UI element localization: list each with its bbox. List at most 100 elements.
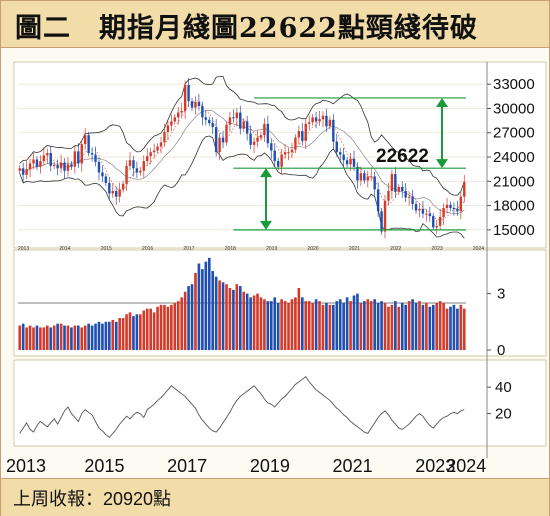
volume-bar [228, 287, 232, 350]
volume-bar [183, 291, 187, 350]
oscillator-panel [13, 359, 547, 447]
volume-bar [394, 301, 397, 350]
small-year-label: 2019 [266, 246, 277, 252]
volume-bar [70, 327, 73, 350]
candle-body [414, 203, 418, 211]
candle-body [180, 110, 183, 113]
volume-bar [435, 303, 439, 350]
small-year-label: 2013 [18, 246, 29, 252]
upper-range-arrow-head-up [436, 97, 448, 107]
price-tick-label: 18000 [493, 198, 535, 215]
oscillator-line [19, 375, 465, 439]
candle-body [380, 211, 383, 232]
price-tick-label: 24000 [493, 149, 535, 166]
candle-body [418, 208, 421, 211]
candle-body [135, 168, 139, 173]
candle-body [345, 160, 349, 165]
candle-body [197, 101, 201, 107]
volume-bar [338, 299, 342, 350]
upper-range-arrow-head-down [436, 159, 448, 169]
candle-body [438, 216, 442, 226]
volume-bar [387, 306, 390, 350]
lower-range-arrow-head-down [260, 220, 272, 230]
volume-bar [235, 284, 239, 350]
volume-bar [125, 314, 128, 350]
volume-bar [318, 301, 321, 350]
volume-bar [73, 325, 77, 350]
volume-bar [90, 325, 94, 350]
candle-body [218, 137, 221, 153]
candle-body [401, 186, 404, 192]
candle-body [42, 155, 46, 162]
candle-body [139, 170, 142, 173]
small-year-label: 2021 [349, 246, 360, 252]
price-tick-label: 15000 [493, 222, 535, 239]
volume-bar [442, 303, 445, 350]
small-year-label: 2015 [101, 246, 112, 252]
candle-body [311, 117, 314, 123]
volume-bar [263, 299, 266, 350]
candle-body [280, 154, 283, 167]
candle-body [73, 151, 77, 167]
volume-bar [400, 303, 404, 350]
candle-body [245, 121, 249, 134]
small-year-label: 2016 [142, 246, 153, 252]
candle-body [449, 204, 452, 209]
candle-body [366, 176, 369, 181]
candle-body [349, 158, 352, 165]
volume-bar [173, 303, 177, 350]
candle-body [142, 161, 145, 171]
candle-body [211, 123, 214, 128]
volume-bar [342, 303, 345, 350]
volume-bar [452, 304, 456, 350]
volume-bar [242, 291, 246, 350]
small-year-label: 2017 [183, 246, 194, 252]
candle-body [459, 196, 463, 212]
candle-body [77, 151, 80, 164]
volume-bar [459, 304, 463, 350]
candle-body [452, 208, 456, 210]
candle-body [290, 149, 294, 153]
volume-bar [311, 303, 314, 350]
candle-body [335, 141, 338, 153]
volume-bar [25, 327, 28, 350]
volume-bar [207, 257, 211, 350]
candle-body [259, 135, 263, 138]
volume-bar [462, 308, 466, 350]
volume-bar [321, 304, 325, 350]
candle-body [39, 161, 42, 167]
candle-body [97, 161, 101, 173]
candle-body [235, 112, 239, 119]
footer-bar: 上周收報：20920點 [1, 478, 549, 516]
candle-body [287, 152, 290, 154]
candle-body [435, 225, 438, 228]
candle-body [83, 135, 87, 145]
volume-bar [21, 323, 25, 350]
volume-bar [287, 303, 290, 350]
volume-bar [63, 325, 66, 350]
candle-body [325, 115, 328, 127]
candle-body [390, 174, 394, 192]
volume-bar [66, 325, 70, 350]
short-ma-dotted-line [19, 99, 465, 221]
volume-bar [332, 304, 335, 350]
volume-bar [135, 314, 139, 350]
volume-bar [32, 327, 35, 350]
bollinger-upper-line [19, 76, 465, 196]
volume-bar [314, 299, 318, 350]
candle-body [52, 165, 56, 167]
candle-body [104, 176, 108, 183]
candle-body [428, 213, 432, 217]
volume-bar [201, 269, 204, 350]
volume-bar [128, 312, 132, 350]
small-year-label: 2014 [59, 246, 70, 252]
price-tick-label: 33000 [493, 76, 535, 93]
candle-body [208, 119, 211, 124]
volume-bar [145, 308, 149, 350]
candle-body [249, 133, 252, 145]
volume-bar [325, 303, 328, 350]
volume-bar [269, 301, 273, 350]
closing-price-text: 上周收報：20920點 [13, 489, 172, 509]
volume-bar [142, 310, 146, 350]
volume-bar [369, 301, 373, 350]
